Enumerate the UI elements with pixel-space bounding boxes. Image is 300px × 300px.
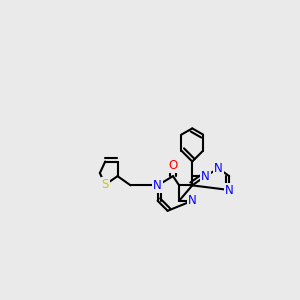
Text: N: N bbox=[153, 179, 162, 192]
Text: N: N bbox=[201, 169, 210, 183]
Text: O: O bbox=[168, 159, 178, 172]
Text: S: S bbox=[102, 178, 109, 191]
Text: N: N bbox=[225, 184, 234, 196]
Text: N: N bbox=[214, 162, 223, 175]
Text: N: N bbox=[188, 194, 197, 207]
